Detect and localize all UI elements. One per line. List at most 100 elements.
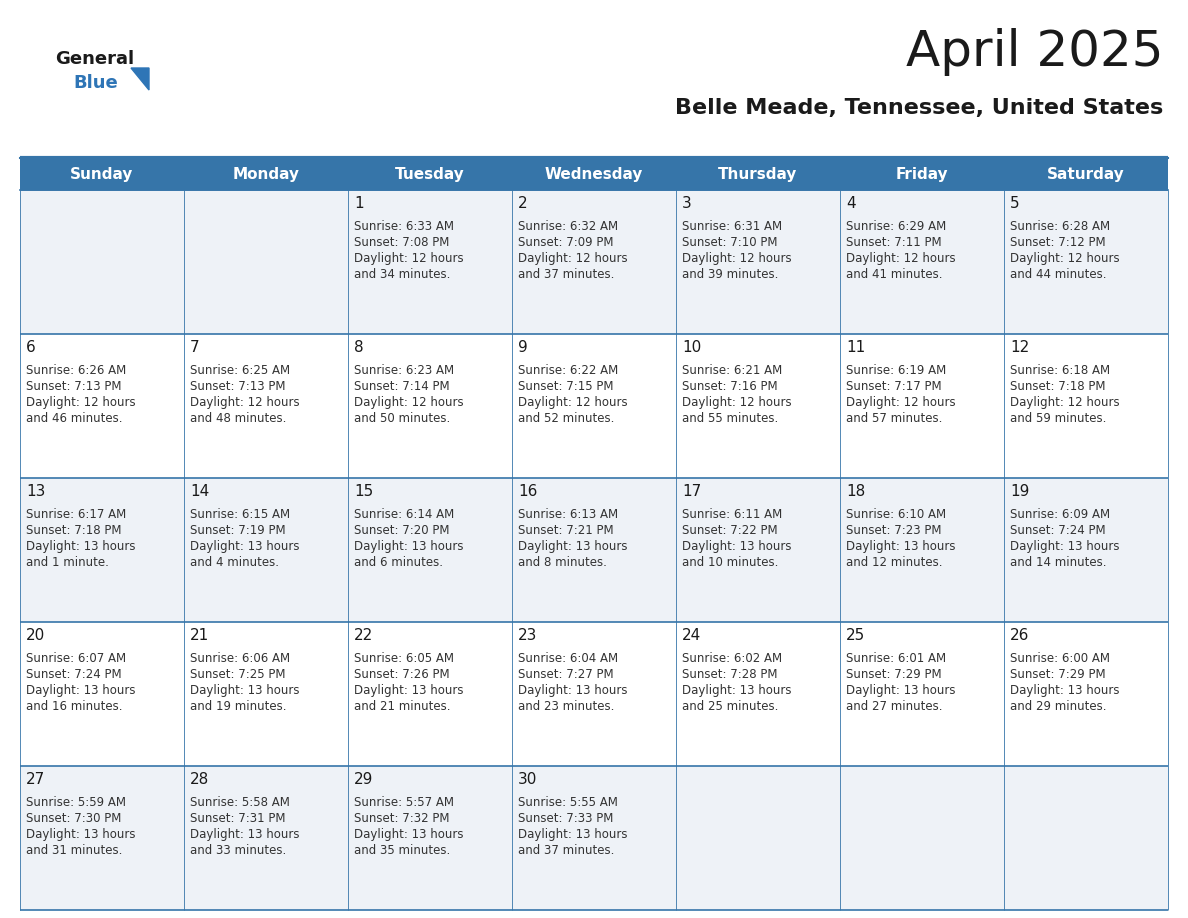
Text: Sunset: 7:24 PM: Sunset: 7:24 PM [26, 668, 121, 681]
Text: Sunset: 7:32 PM: Sunset: 7:32 PM [354, 812, 449, 825]
Text: and 4 minutes.: and 4 minutes. [190, 556, 279, 569]
Text: Daylight: 13 hours: Daylight: 13 hours [518, 540, 627, 553]
Text: and 46 minutes.: and 46 minutes. [26, 412, 122, 425]
Polygon shape [131, 68, 148, 90]
Text: 2: 2 [518, 196, 527, 211]
Text: 14: 14 [190, 484, 209, 499]
Bar [348, 158, 512, 190]
Text: Sunset: 7:19 PM: Sunset: 7:19 PM [190, 524, 285, 537]
Text: 4: 4 [846, 196, 855, 211]
Text: Daylight: 12 hours: Daylight: 12 hours [354, 252, 463, 265]
Text: and 33 minutes.: and 33 minutes. [190, 844, 286, 857]
Text: and 12 minutes.: and 12 minutes. [846, 556, 942, 569]
Text: Sunrise: 6:07 AM: Sunrise: 6:07 AM [26, 652, 126, 665]
Text: Sunset: 7:10 PM: Sunset: 7:10 PM [682, 236, 777, 249]
Text: and 37 minutes.: and 37 minutes. [518, 268, 614, 281]
Text: Sunrise: 6:26 AM: Sunrise: 6:26 AM [26, 364, 126, 377]
Text: and 10 minutes.: and 10 minutes. [682, 556, 778, 569]
Text: Sunrise: 6:17 AM: Sunrise: 6:17 AM [26, 508, 126, 521]
Text: Sunset: 7:33 PM: Sunset: 7:33 PM [518, 812, 613, 825]
Text: Sunrise: 6:31 AM: Sunrise: 6:31 AM [682, 220, 782, 233]
Bar [20, 622, 1168, 766]
Text: 16: 16 [518, 484, 537, 499]
Text: Belle Meade, Tennessee, United States: Belle Meade, Tennessee, United States [675, 98, 1163, 118]
Text: Tuesday: Tuesday [396, 166, 465, 182]
Text: Daylight: 13 hours: Daylight: 13 hours [354, 684, 463, 697]
Text: Sunrise: 6:06 AM: Sunrise: 6:06 AM [190, 652, 290, 665]
Text: Sunrise: 6:32 AM: Sunrise: 6:32 AM [518, 220, 618, 233]
Text: Friday: Friday [896, 166, 948, 182]
Text: 12: 12 [1010, 340, 1029, 355]
Text: Saturday: Saturday [1047, 166, 1125, 182]
Bar [1004, 158, 1168, 190]
Text: Sunset: 7:30 PM: Sunset: 7:30 PM [26, 812, 121, 825]
Text: 26: 26 [1010, 628, 1029, 643]
Text: and 16 minutes.: and 16 minutes. [26, 700, 122, 713]
Text: 22: 22 [354, 628, 373, 643]
Text: Daylight: 13 hours: Daylight: 13 hours [846, 540, 955, 553]
Text: 28: 28 [190, 772, 209, 787]
Text: 9: 9 [518, 340, 527, 355]
Text: Daylight: 13 hours: Daylight: 13 hours [682, 540, 791, 553]
Text: Sunrise: 6:00 AM: Sunrise: 6:00 AM [1010, 652, 1110, 665]
Text: and 8 minutes.: and 8 minutes. [518, 556, 607, 569]
Text: Wednesday: Wednesday [545, 166, 643, 182]
Text: 7: 7 [190, 340, 200, 355]
Text: 29: 29 [354, 772, 373, 787]
Text: 3: 3 [682, 196, 691, 211]
Text: Sunrise: 6:23 AM: Sunrise: 6:23 AM [354, 364, 454, 377]
Text: and 27 minutes.: and 27 minutes. [846, 700, 942, 713]
Text: Sunset: 7:27 PM: Sunset: 7:27 PM [518, 668, 614, 681]
Text: Sunset: 7:28 PM: Sunset: 7:28 PM [682, 668, 777, 681]
Text: Daylight: 12 hours: Daylight: 12 hours [518, 396, 627, 409]
Text: Sunset: 7:23 PM: Sunset: 7:23 PM [846, 524, 942, 537]
Text: and 23 minutes.: and 23 minutes. [518, 700, 614, 713]
Text: Daylight: 13 hours: Daylight: 13 hours [518, 828, 627, 841]
Text: Sunset: 7:08 PM: Sunset: 7:08 PM [354, 236, 449, 249]
Text: 15: 15 [354, 484, 373, 499]
Text: 17: 17 [682, 484, 701, 499]
Bar [840, 158, 1004, 190]
Text: Sunrise: 6:19 AM: Sunrise: 6:19 AM [846, 364, 947, 377]
Text: Sunrise: 6:21 AM: Sunrise: 6:21 AM [682, 364, 782, 377]
Text: Sunset: 7:18 PM: Sunset: 7:18 PM [26, 524, 121, 537]
Text: 24: 24 [682, 628, 701, 643]
Text: Sunset: 7:12 PM: Sunset: 7:12 PM [1010, 236, 1106, 249]
Text: Sunrise: 6:15 AM: Sunrise: 6:15 AM [190, 508, 290, 521]
Text: 10: 10 [682, 340, 701, 355]
Text: Sunrise: 6:25 AM: Sunrise: 6:25 AM [190, 364, 290, 377]
Text: Sunrise: 5:59 AM: Sunrise: 5:59 AM [26, 796, 126, 809]
Text: Sunrise: 6:29 AM: Sunrise: 6:29 AM [846, 220, 947, 233]
Text: Daylight: 13 hours: Daylight: 13 hours [846, 684, 955, 697]
Text: Daylight: 12 hours: Daylight: 12 hours [846, 252, 955, 265]
Text: Daylight: 13 hours: Daylight: 13 hours [518, 684, 627, 697]
Text: and 31 minutes.: and 31 minutes. [26, 844, 122, 857]
Text: Sunset: 7:13 PM: Sunset: 7:13 PM [190, 380, 285, 393]
Text: Sunrise: 6:04 AM: Sunrise: 6:04 AM [518, 652, 618, 665]
Text: 8: 8 [354, 340, 364, 355]
Text: and 50 minutes.: and 50 minutes. [354, 412, 450, 425]
Text: 23: 23 [518, 628, 537, 643]
Text: Daylight: 12 hours: Daylight: 12 hours [354, 396, 463, 409]
Bar [20, 478, 1168, 622]
Text: 19: 19 [1010, 484, 1029, 499]
Text: Sunday: Sunday [70, 166, 134, 182]
Text: Sunrise: 6:33 AM: Sunrise: 6:33 AM [354, 220, 454, 233]
Text: and 1 minute.: and 1 minute. [26, 556, 109, 569]
Text: Sunrise: 6:09 AM: Sunrise: 6:09 AM [1010, 508, 1110, 521]
Text: General: General [55, 50, 134, 68]
Text: Sunset: 7:26 PM: Sunset: 7:26 PM [354, 668, 449, 681]
Text: Daylight: 13 hours: Daylight: 13 hours [354, 540, 463, 553]
Text: Daylight: 13 hours: Daylight: 13 hours [190, 684, 299, 697]
Text: 27: 27 [26, 772, 45, 787]
Text: and 55 minutes.: and 55 minutes. [682, 412, 778, 425]
Text: 25: 25 [846, 628, 865, 643]
Bar [20, 334, 1168, 478]
Text: and 34 minutes.: and 34 minutes. [354, 268, 450, 281]
Text: Daylight: 12 hours: Daylight: 12 hours [682, 252, 791, 265]
Text: 11: 11 [846, 340, 865, 355]
Text: 5: 5 [1010, 196, 1019, 211]
Text: April 2025: April 2025 [905, 28, 1163, 76]
Text: and 48 minutes.: and 48 minutes. [190, 412, 286, 425]
Text: Sunrise: 6:05 AM: Sunrise: 6:05 AM [354, 652, 454, 665]
